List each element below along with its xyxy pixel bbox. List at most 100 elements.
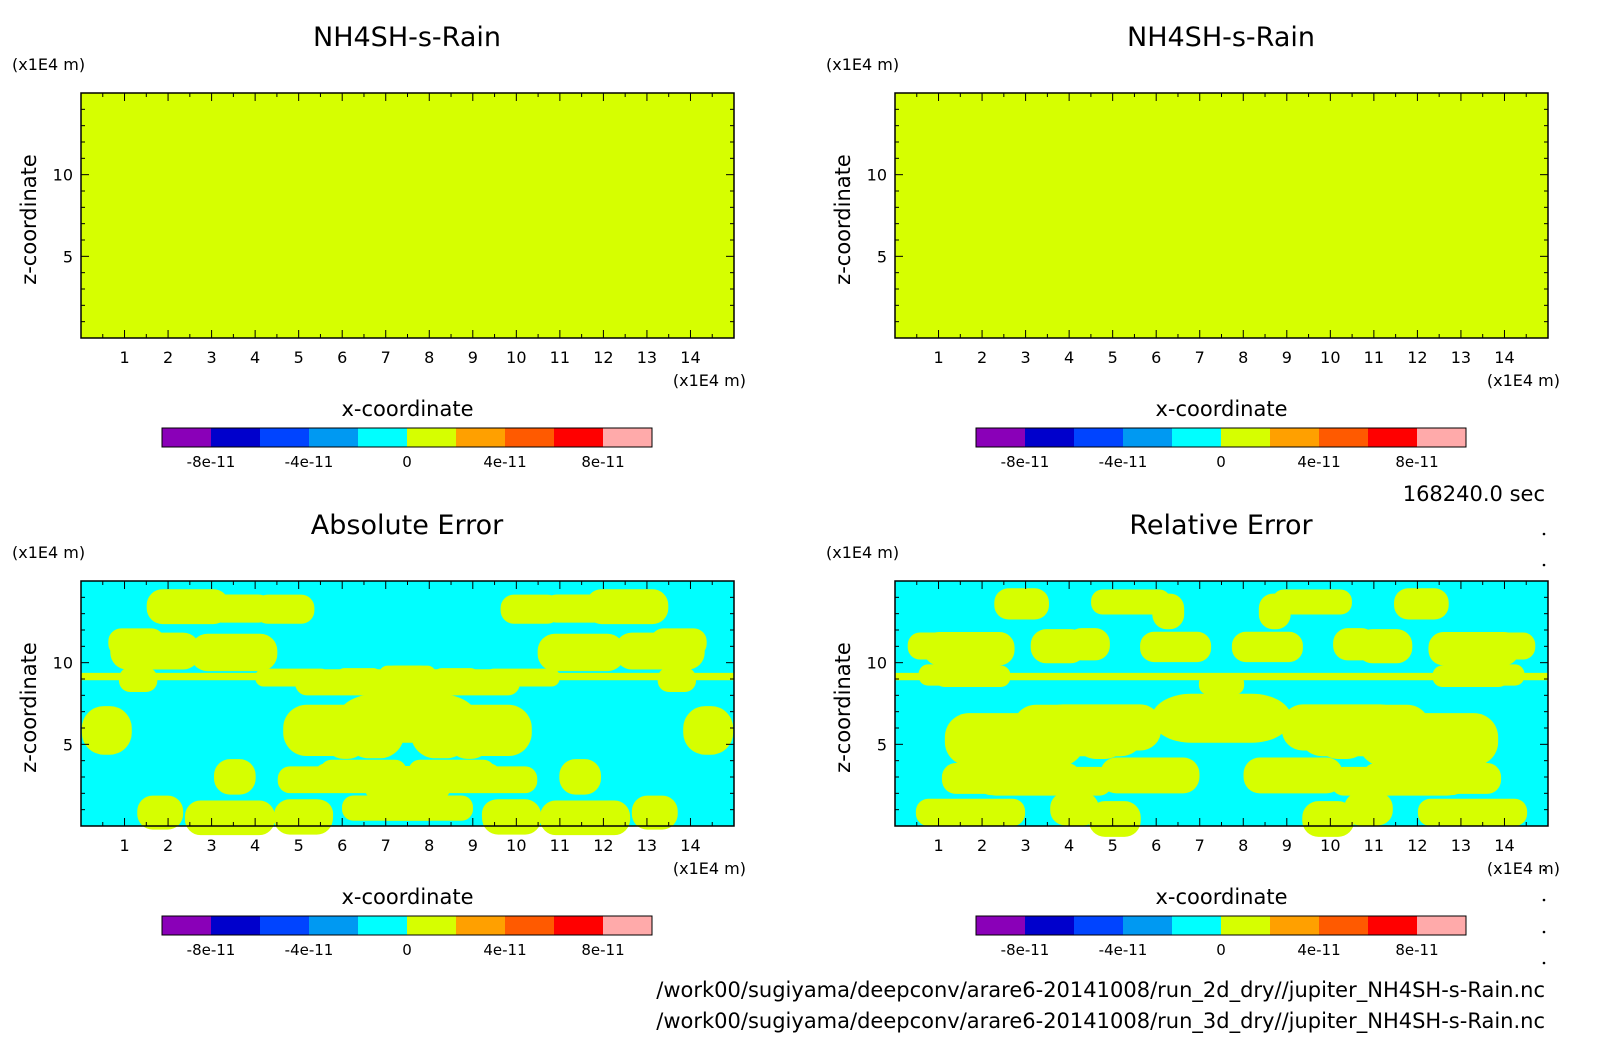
contour-region: [214, 759, 256, 795]
x-tick-label: 11: [1364, 348, 1384, 367]
contour-region: [559, 759, 601, 795]
chart-title: Relative Error: [1129, 510, 1313, 541]
x-tick-label: 11: [550, 836, 570, 855]
x-tick-label: 4: [1064, 836, 1074, 855]
contour-region: [337, 693, 478, 743]
x-tick-label: 7: [381, 836, 391, 855]
x-tick-label: 1: [933, 836, 943, 855]
colorbar-swatch: [1123, 916, 1173, 935]
colorbar-label: 0: [1216, 453, 1226, 471]
colorbar-label: -4e-11: [1099, 941, 1148, 959]
contour-region: [1231, 631, 1303, 663]
y-unit-label: (x1E4 m): [12, 55, 85, 74]
x-tick-label: 9: [1282, 836, 1292, 855]
x-tick-label: 3: [1021, 836, 1031, 855]
contour-region: [1428, 632, 1520, 666]
y-axis-label: z-coordinate: [831, 154, 855, 285]
x-axis-label: x-coordinate: [341, 885, 473, 909]
x-tick-label: 14: [1494, 348, 1514, 367]
colorbar-swatch: [603, 916, 653, 935]
contour-region: [1258, 593, 1291, 630]
x-tick-label: 12: [593, 348, 613, 367]
x-tick-label: 13: [637, 836, 657, 855]
x-tick-label: 12: [1407, 348, 1427, 367]
y-tick-label: 10: [867, 166, 887, 185]
colorbar-label: 0: [402, 453, 412, 471]
x-tick-label: 10: [1320, 836, 1340, 855]
colorbar: -8e-11 -4e-11 0 4e-11 8e-11: [161, 915, 653, 959]
x-tick-label: 8: [424, 348, 434, 367]
colorbar-label: 4e-11: [483, 453, 526, 471]
contour-region: [1243, 757, 1343, 794]
contour-region: [1302, 801, 1355, 837]
contour-region: [1344, 792, 1393, 826]
contour-region: [1088, 801, 1141, 837]
colorbar-frame: [975, 427, 1467, 448]
x-tick-label: 7: [381, 348, 391, 367]
contour-region: [137, 795, 184, 830]
colorbar-label: 8e-11: [1395, 453, 1438, 471]
chart-panel-3: Absolute Error(x1E4 m)1 2 3 4 5 6 7 8 9 10 11 12 13 1…: [12, 510, 746, 959]
y-tick-label: 5: [63, 247, 73, 266]
colorbar-swatch: [162, 428, 212, 447]
colorbar-swatch: [309, 428, 359, 447]
file-path-1: /work00/sugiyama/deepconv/arare6-2014100…: [656, 978, 1545, 1003]
contour-region: [81, 706, 132, 755]
file-path-2: /work00/sugiyama/deepconv/arare6-2014100…: [656, 1009, 1545, 1034]
contour-region: [190, 633, 278, 672]
chart-panel-4: Relative Error(x1E4 m)1 2 3 4 5 6 7 8 9 10 11 12 13 1…: [826, 510, 1560, 959]
y-tick-label: 5: [877, 735, 887, 754]
contour-band: [895, 672, 1548, 681]
contour-region: [1298, 704, 1431, 757]
chart-title: NH4SH-s-Rain: [313, 22, 501, 53]
field-fill: [895, 93, 1548, 338]
x-tick-label: 10: [1320, 348, 1340, 367]
contour-region: [1091, 589, 1171, 615]
contour-band: [81, 672, 734, 681]
contour-region: [1394, 588, 1449, 620]
contour-region: [683, 706, 734, 755]
x-tick-label: 6: [337, 836, 347, 855]
x-axis-label: x-coordinate: [341, 397, 473, 421]
contour-region: [146, 589, 230, 625]
x-tick-label: 9: [468, 348, 478, 367]
colorbar-label: 0: [1216, 941, 1226, 959]
colorbar-swatch: [505, 428, 555, 447]
x-tick-label: 1: [119, 348, 129, 367]
contour-region: [537, 633, 625, 672]
contour-region: [1100, 757, 1200, 794]
colorbar-label: -8e-11: [1001, 453, 1050, 471]
contour-region: [1140, 631, 1212, 663]
colorbar-label: 4e-11: [483, 941, 526, 959]
colorbar-swatch: [407, 428, 457, 447]
y-tick-label: 10: [53, 654, 73, 673]
y-unit-label: (x1E4 m): [826, 543, 899, 562]
colorbar-label: 0: [402, 941, 412, 959]
colorbar-swatch: [1417, 428, 1467, 447]
y-tick-label: 5: [63, 735, 73, 754]
x-tick-label: 8: [1238, 836, 1248, 855]
colorbar-swatch: [456, 916, 506, 935]
edge-dots: [1542, 532, 1546, 965]
x-tick-label: 8: [1238, 348, 1248, 367]
x-tick-label: 3: [207, 836, 217, 855]
colorbar-swatch: [1319, 916, 1369, 935]
x-tick-label: 10: [506, 836, 526, 855]
colorbar-label: 4e-11: [1297, 941, 1340, 959]
x-tick-label: 13: [1451, 348, 1471, 367]
x-tick-label: 6: [1151, 836, 1161, 855]
colorbar-swatch: [1221, 916, 1271, 935]
colorbar-swatch: [1172, 916, 1222, 935]
x-tick-label: 12: [1407, 836, 1427, 855]
x-tick-label: 5: [1108, 348, 1118, 367]
chart-title: Absolute Error: [311, 510, 504, 541]
colorbar-swatch: [1368, 916, 1418, 935]
contour-region: [277, 766, 383, 794]
y-tick-label: 10: [867, 654, 887, 673]
colorbar: -8e-11 -4e-11 0 4e-11 8e-11: [975, 915, 1467, 959]
x-tick-label: 2: [977, 836, 987, 855]
x-tick-label: 11: [1364, 836, 1384, 855]
x-tick-label: 2: [977, 348, 987, 367]
colorbar-frame: [161, 915, 653, 936]
